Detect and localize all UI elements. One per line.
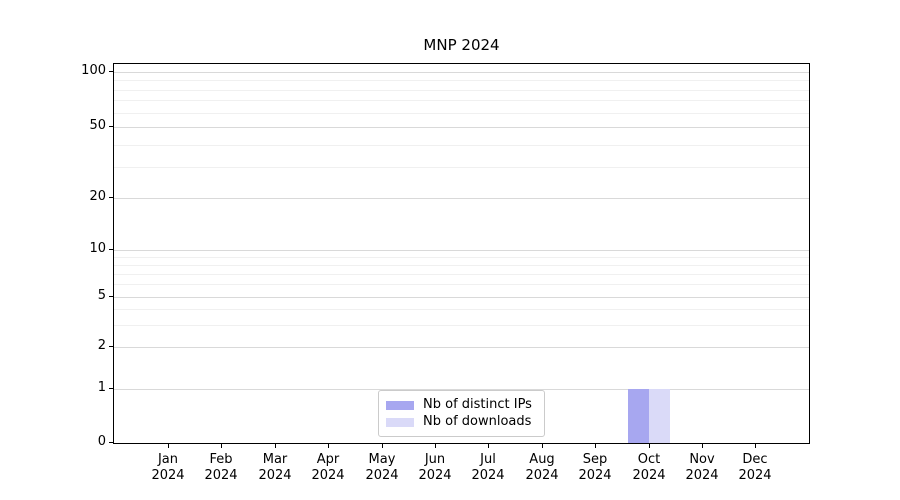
- y-tick-mark: [109, 296, 113, 297]
- y-tick-label: 1: [97, 380, 106, 395]
- x-tick-mark: [755, 444, 756, 448]
- x-tick-year: 2024: [738, 468, 772, 483]
- x-tick-mark: [702, 444, 703, 448]
- x-tick-month: Apr: [316, 452, 340, 467]
- x-tick-year: 2024: [365, 468, 399, 483]
- legend-label-downloads: Nb of downloads: [423, 414, 532, 429]
- x-tick-mark: [382, 444, 383, 448]
- y-tick-mark: [109, 126, 113, 127]
- minor-gridline: [114, 325, 809, 326]
- major-gridline: [114, 198, 809, 199]
- x-tick-label: Apr 2024: [301, 452, 355, 484]
- y-tick-label: 10: [89, 241, 106, 256]
- y-tick-label: 2: [97, 338, 106, 353]
- major-gridline: [114, 389, 809, 390]
- x-tick-year: 2024: [151, 468, 185, 483]
- legend-item-downloads: Nb of downloads: [386, 414, 537, 430]
- x-tick-month: Aug: [529, 452, 555, 467]
- x-tick-year: 2024: [311, 468, 345, 483]
- minor-gridline: [114, 309, 809, 310]
- x-tick-month: Feb: [209, 452, 233, 467]
- legend: Nb of distinct IPs Nb of downloads: [378, 390, 545, 437]
- minor-gridline: [114, 265, 809, 266]
- bar-nb-of-distinct-ips: [628, 389, 649, 443]
- x-tick-mark: [435, 444, 436, 448]
- minor-gridline: [114, 167, 809, 168]
- x-tick-mark: [221, 444, 222, 448]
- y-tick-label: 20: [89, 189, 106, 204]
- x-tick-label: Jan 2024: [141, 452, 195, 484]
- x-tick-label: Feb 2024: [194, 452, 248, 484]
- x-tick-year: 2024: [418, 468, 452, 483]
- x-tick-year: 2024: [258, 468, 292, 483]
- x-tick-mark: [595, 444, 596, 448]
- x-tick-label: Aug 2024: [515, 452, 569, 484]
- x-tick-mark: [542, 444, 543, 448]
- major-gridline: [114, 347, 809, 348]
- minor-gridline: [114, 274, 809, 275]
- x-tick-month: May: [368, 452, 396, 467]
- x-tick-month: Sep: [582, 452, 608, 467]
- x-tick-label: Dec 2024: [728, 452, 782, 484]
- x-tick-month: Jul: [480, 452, 496, 467]
- x-tick-year: 2024: [525, 468, 559, 483]
- y-tick-mark: [109, 346, 113, 347]
- x-tick-mark: [649, 444, 650, 448]
- y-tick-mark: [109, 249, 113, 250]
- chart-title: MNP 2024: [423, 36, 500, 54]
- x-tick-label: Jun 2024: [408, 452, 462, 484]
- x-tick-mark: [168, 444, 169, 448]
- x-tick-month: Jun: [424, 452, 446, 467]
- major-gridline: [114, 297, 809, 298]
- y-tick-mark: [109, 442, 113, 443]
- x-tick-year: 2024: [685, 468, 719, 483]
- legend-label-distinct-ips: Nb of distinct IPs: [423, 397, 532, 412]
- y-tick-label: 50: [89, 118, 106, 133]
- x-tick-label: Oct 2024: [622, 452, 676, 484]
- x-tick-month: Jan: [157, 452, 179, 467]
- x-tick-year: 2024: [471, 468, 505, 483]
- major-gridline: [114, 72, 809, 73]
- legend-swatch-distinct-ips: [386, 400, 414, 410]
- x-tick-label: Jul 2024: [461, 452, 515, 484]
- x-tick-label: Sep 2024: [568, 452, 622, 484]
- x-tick-label: Mar 2024: [248, 452, 302, 484]
- x-tick-month: Mar: [262, 452, 288, 467]
- x-tick-year: 2024: [204, 468, 238, 483]
- y-tick-label: 5: [97, 288, 106, 303]
- y-tick-mark: [109, 197, 113, 198]
- x-tick-year: 2024: [578, 468, 612, 483]
- x-tick-year: 2024: [632, 468, 666, 483]
- minor-gridline: [114, 145, 809, 146]
- major-gridline: [114, 250, 809, 251]
- minor-gridline: [114, 257, 809, 258]
- x-tick-mark: [328, 444, 329, 448]
- plot-area: [113, 63, 810, 444]
- x-tick-month: Nov: [689, 452, 715, 467]
- x-tick-mark: [275, 444, 276, 448]
- legend-swatch-downloads: [386, 417, 414, 427]
- minor-gridline: [114, 100, 809, 101]
- major-gridline: [114, 127, 809, 128]
- bar-nb-of-downloads: [649, 389, 670, 443]
- minor-gridline: [114, 80, 809, 81]
- x-tick-month: Oct: [637, 452, 661, 467]
- x-tick-mark: [488, 444, 489, 448]
- y-tick-label: 100: [81, 63, 106, 78]
- x-tick-label: May 2024: [355, 452, 409, 484]
- y-tick-mark: [109, 388, 113, 389]
- x-tick-month: Dec: [742, 452, 768, 467]
- y-tick-label: 0: [97, 434, 106, 449]
- legend-item-distinct-ips: Nb of distinct IPs: [386, 397, 537, 413]
- minor-gridline: [114, 90, 809, 91]
- y-tick-mark: [109, 71, 113, 72]
- minor-gridline: [114, 284, 809, 285]
- minor-gridline: [114, 113, 809, 114]
- x-tick-label: Nov 2024: [675, 452, 729, 484]
